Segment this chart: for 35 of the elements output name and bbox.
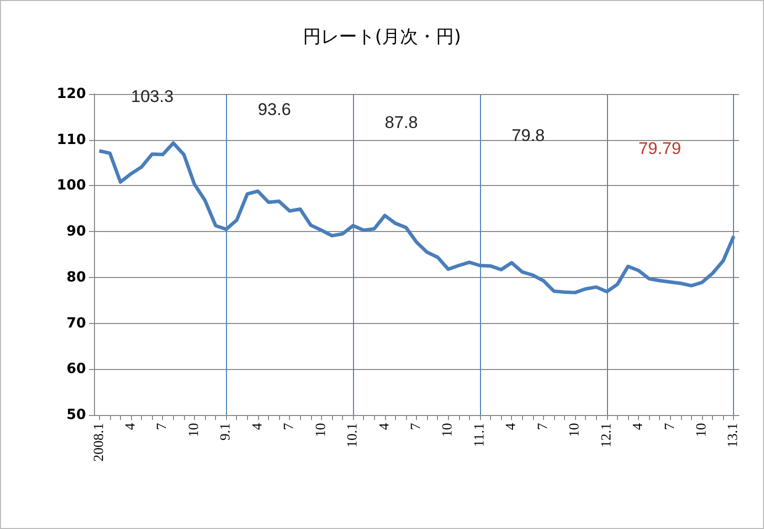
annotation: 93.6 [258, 100, 291, 119]
y-tick-label: 120 [56, 86, 86, 102]
y-tick-label: 110 [56, 132, 86, 148]
annotation: 87.8 [384, 113, 418, 132]
x-tick-label: 7 [409, 423, 424, 430]
x-tick-label: 10.1 [346, 423, 361, 448]
y-tick-label: 100 [56, 178, 86, 194]
x-tick-label: 10 [568, 423, 583, 437]
x-tick-label: 10 [186, 423, 202, 437]
x-tick-label: 13.1 [726, 423, 742, 448]
annotation: 79.8 [512, 126, 545, 145]
x-tick-label: 12.1 [599, 423, 614, 448]
x-tick-label: 4 [377, 423, 392, 430]
x-tick-label: 11.1 [472, 423, 488, 447]
x-tick-label: 4 [504, 423, 520, 430]
x-tick-label: 4 [631, 423, 646, 430]
x-tick-label: 10 [314, 423, 329, 437]
x-tick-label: 7 [155, 423, 170, 430]
x-tick-label: 4 [250, 423, 266, 430]
y-tick-label: 90 [66, 224, 86, 240]
x-tick-label: 10 [694, 423, 710, 437]
y-tick-label: 50 [66, 407, 86, 423]
x-tick-label: 7 [282, 423, 298, 430]
x-tick-label: 9.1 [218, 423, 234, 440]
y-tick-label: 80 [66, 269, 86, 286]
y-tick-label: 60 [66, 361, 86, 378]
x-tick-label: 2008.1 [92, 423, 107, 462]
y-tick-label: 70 [66, 315, 86, 332]
annotation: 103.3 [131, 87, 174, 106]
x-tick-label: 4 [124, 423, 139, 430]
chart-title: 円レート(月次・円) [302, 26, 462, 48]
x-tick-label: 7 [536, 423, 551, 430]
x-tick-label: 10 [440, 423, 456, 437]
x-tick-label: 7 [662, 423, 678, 430]
annotation: 79.79 [638, 139, 682, 158]
